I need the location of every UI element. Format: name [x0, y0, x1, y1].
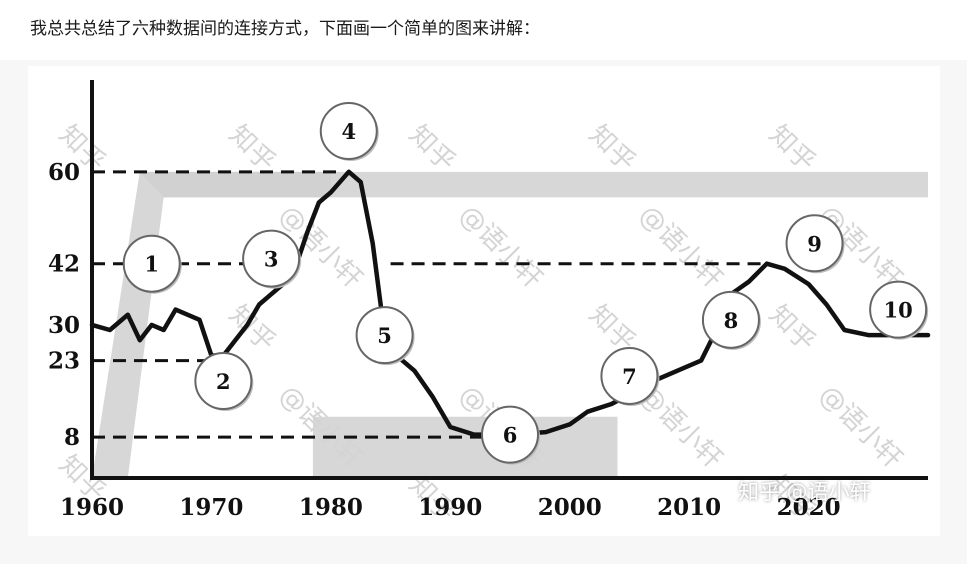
marker-label-5: 5 [377, 323, 392, 348]
marker-circle-1 [122, 234, 181, 293]
marker-label-10: 10 [884, 298, 913, 323]
marker-circle-9 [785, 214, 844, 273]
marker-circle-2 [194, 352, 253, 411]
x-tick-label: 2000 [538, 494, 602, 521]
marker-label-1: 1 [144, 252, 159, 277]
x-tick-label: 1990 [418, 494, 482, 521]
marker-label-4: 4 [341, 119, 356, 144]
x-tick-label: 1980 [299, 494, 363, 521]
x-tick-label: 2010 [657, 494, 721, 521]
marker-circle-8 [701, 290, 760, 349]
marker-circle-3 [242, 229, 301, 288]
marker-circle-5 [355, 306, 414, 365]
marker-circle-7 [600, 346, 659, 405]
y-tick-label: 8 [64, 424, 80, 451]
x-tick-label: 2020 [777, 494, 841, 521]
y-tick-label: 23 [48, 348, 80, 375]
marker-label-8: 8 [724, 308, 739, 333]
numbered-markers: 1 2 3 4 5 6 7 8 9 10 [122, 102, 929, 465]
marker-circle-4 [319, 102, 378, 161]
line-chart: 知乎 知乎 知乎 知乎 知乎 @语小轩 @语小轩 @语小轩 @语小轩 知乎 知乎… [28, 66, 940, 536]
x-tick-label: 1970 [179, 494, 243, 521]
marker-label-9: 9 [807, 231, 822, 256]
shaded-band-2 [139, 171, 928, 198]
marker-circle-10 [869, 280, 928, 339]
y-tick-label: 30 [48, 312, 80, 339]
y-tick-label: 42 [48, 251, 80, 278]
marker-circle-6 [481, 405, 539, 464]
x-tick-label: 1960 [60, 494, 124, 521]
marker-label-3: 3 [264, 247, 279, 272]
y-tick-label: 60 [48, 159, 80, 186]
marker-label-2: 2 [216, 369, 231, 394]
chart-figure: 知乎 知乎 知乎 知乎 知乎 @语小轩 @语小轩 @语小轩 @语小轩 知乎 知乎… [28, 66, 940, 536]
marker-label-7: 7 [622, 364, 637, 389]
marker-label-6: 6 [503, 423, 518, 448]
intro-paragraph: 我总共总结了六种数据间的连接方式，下面画一个简单的图来讲解： [30, 19, 540, 39]
axes [90, 80, 928, 480]
site-watermark: 知乎 @语小轩 [738, 480, 871, 504]
